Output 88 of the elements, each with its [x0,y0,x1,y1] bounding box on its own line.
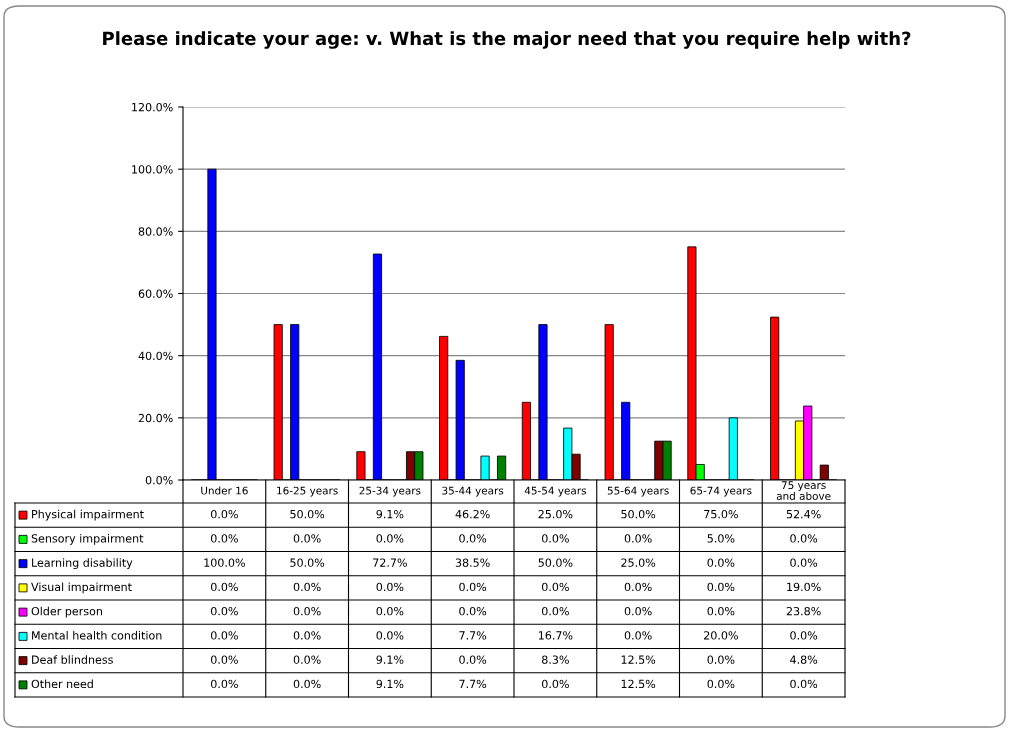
data-label: 9.1% [376,655,404,664]
data-label: 0.0% [210,509,238,519]
legend-label: Physical impairment [32,509,144,521]
data-label: 52.4% [786,509,821,519]
data-label: 20.0% [704,631,738,640]
legend-label: Deaf blindness [32,655,113,664]
data-label: 9.1% [376,509,404,519]
data-label: 0.0% [624,534,652,543]
x-tick-label: 25-34 years [359,486,421,497]
legend-label: Mental health condition [32,631,162,640]
data-label: 25.0% [538,509,573,519]
data-label: 0.0% [210,679,238,689]
data-label: 0.0% [459,534,487,543]
data-label: 9.1% [376,679,404,689]
data-label: 0.0% [790,534,818,543]
data-label: 0.0% [707,582,735,592]
data-label: 0.0% [541,606,569,616]
x-tick-label: 65-74 years [690,486,752,497]
data-label: 0.0% [293,534,321,543]
data-label: 0.0% [790,558,818,567]
data-label: 50.0% [538,558,573,567]
y-tick-label: 60.0% [138,289,173,298]
data-label: 0.0% [293,582,321,592]
legend-label: Sensory impairment [31,534,144,545]
data-label: 0.0% [790,631,818,640]
data-label: 38.5% [455,558,490,567]
data-label: 0.0% [293,655,321,664]
data-label: 25.0% [621,558,656,567]
data-label: 0.0% [376,582,404,592]
data-label: 0.0% [210,534,238,543]
data-label: 50.0% [290,509,325,519]
data-label: 46.2% [455,509,490,519]
data-label: 0.0% [707,606,735,616]
data-label: 19.0% [787,582,821,592]
legend-label: Learning disability [32,558,133,569]
x-tick-label: 16-25 years [277,486,338,497]
data-label: 16.7% [538,631,573,640]
y-tick-label: 40.0% [138,351,173,361]
data-label: 0.0% [210,655,238,664]
data-label: 0.0% [293,679,321,689]
y-tick-label: 80.0% [138,227,173,236]
x-tick-label: 55-64 years [607,486,669,497]
y-tick-label: 100.0% [132,165,173,174]
data-label: 0.0% [459,582,487,592]
data-label: 50.0% [290,558,325,567]
y-tick-label: 20.0% [138,413,173,423]
data-label: 0.0% [541,679,569,689]
data-label: 23.8% [786,606,821,616]
data-label: 0.0% [707,655,735,664]
data-label: 0.0% [624,606,652,616]
x-tick-label: 45-54 years [524,486,586,497]
y-tick-label: 0.0% [145,475,173,485]
data-label: 12.5% [621,655,656,664]
data-label: 0.0% [790,679,818,689]
data-label: 100.0% [204,558,245,567]
x-tick-label: 75 years and above [776,481,831,500]
data-label: 0.0% [210,631,238,640]
data-label: 50.0% [621,509,656,519]
data-label: 0.0% [459,606,487,616]
data-label: 0.0% [210,606,238,616]
legend-label: Visual impairment [31,582,132,594]
data-label: 0.0% [376,631,404,640]
x-tick-label: 35-44 years [442,486,504,497]
data-label: 7.7% [459,679,487,689]
chart-title: Please indicate your age: v. What is the major need that you require help with? [103,31,911,49]
data-label: 0.0% [459,655,487,664]
data-label: 75.0% [704,509,738,519]
data-label: 0.0% [624,631,652,640]
data-label: 5.0% [707,534,735,543]
data-label: 12.5% [621,679,656,689]
data-label: 0.0% [293,606,321,616]
data-label: 8.3% [542,655,569,664]
data-label: 72.7% [373,558,407,567]
data-label: 0.0% [541,582,569,592]
legend-label: Older person [31,606,102,618]
legend-label: Other need [31,679,93,689]
y-tick-label: 120.0% [132,102,173,112]
data-label: 0.0% [624,582,652,592]
data-label: 0.0% [707,679,735,689]
data-label: 0.0% [210,582,238,592]
data-label: 0.0% [707,558,735,567]
data-label: 7.7% [459,631,487,640]
data-label: 0.0% [376,606,404,616]
data-label: 4.8% [790,655,818,664]
data-label: 0.0% [541,534,569,543]
data-label: 0.0% [376,534,404,543]
data-label: 0.0% [293,631,321,640]
x-tick-label: Under 16 [201,486,248,495]
